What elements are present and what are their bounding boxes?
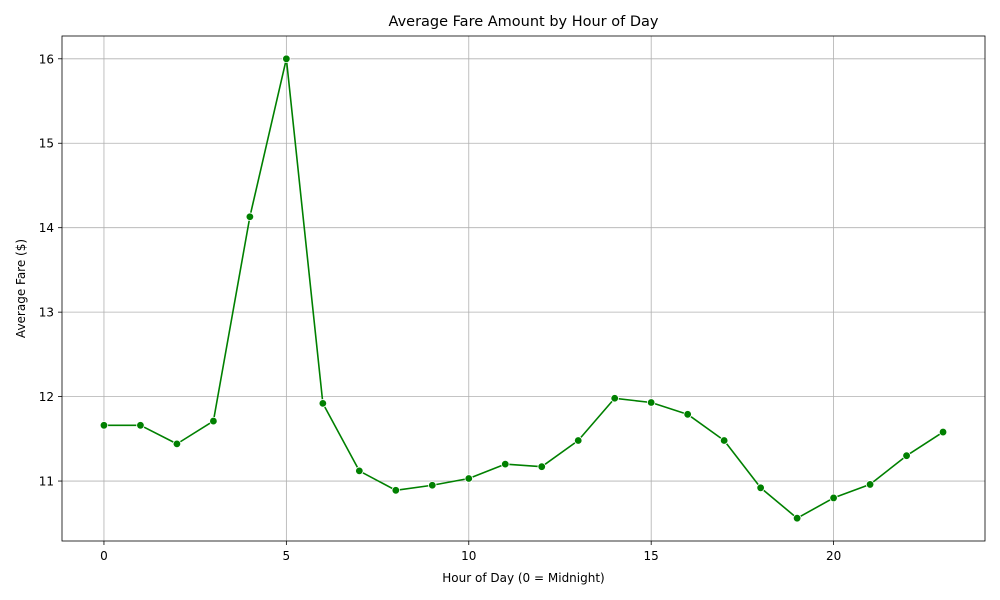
data-point bbox=[209, 416, 218, 426]
x-tick-label: 20 bbox=[826, 549, 841, 563]
x-tick-label: 5 bbox=[283, 549, 291, 563]
data-point bbox=[501, 459, 510, 469]
series-line bbox=[103, 57, 944, 520]
data-point bbox=[683, 410, 692, 419]
data-point bbox=[355, 466, 364, 476]
data-point bbox=[391, 486, 401, 495]
x-tick-label: 15 bbox=[644, 549, 659, 563]
data-point bbox=[172, 439, 182, 449]
x-axis-label: Hour of Day (0 = Midnight) bbox=[442, 571, 604, 585]
plot-frame bbox=[61, 35, 986, 542]
data-point bbox=[574, 436, 583, 445]
data-point bbox=[245, 212, 255, 221]
axis-ticks: 0 5 10 15 20 11 12 13 14 15 16 bbox=[39, 52, 842, 563]
data-point bbox=[282, 54, 291, 64]
y-tick-label: 13 bbox=[39, 306, 54, 320]
y-axis-label: Average Fare ($) bbox=[14, 239, 28, 338]
data-point bbox=[537, 462, 546, 471]
y-tick-label: 12 bbox=[39, 390, 54, 404]
y-tick-label: 11 bbox=[39, 475, 54, 489]
x-tick-label: 0 bbox=[100, 549, 108, 563]
data-point bbox=[99, 421, 109, 430]
data-point bbox=[136, 421, 145, 430]
data-point bbox=[938, 427, 948, 437]
data-point bbox=[829, 493, 838, 503]
y-tick-label: 16 bbox=[39, 52, 54, 66]
data-point bbox=[756, 483, 765, 492]
x-tick-label: 10 bbox=[461, 549, 476, 563]
data-point bbox=[464, 474, 473, 483]
y-tick-label: 14 bbox=[39, 221, 54, 235]
data-point bbox=[719, 436, 729, 445]
grid-lines bbox=[62, 36, 985, 541]
data-point bbox=[318, 399, 328, 408]
data-point bbox=[902, 451, 911, 460]
y-tick-label: 15 bbox=[39, 137, 54, 151]
series-layer bbox=[99, 54, 948, 523]
chart-title: Average Fare Amount by Hour of Day bbox=[389, 14, 659, 30]
data-point bbox=[610, 394, 619, 403]
data-point bbox=[865, 480, 875, 489]
data-point bbox=[428, 481, 437, 490]
data-point bbox=[792, 513, 802, 523]
data-point bbox=[646, 398, 656, 407]
